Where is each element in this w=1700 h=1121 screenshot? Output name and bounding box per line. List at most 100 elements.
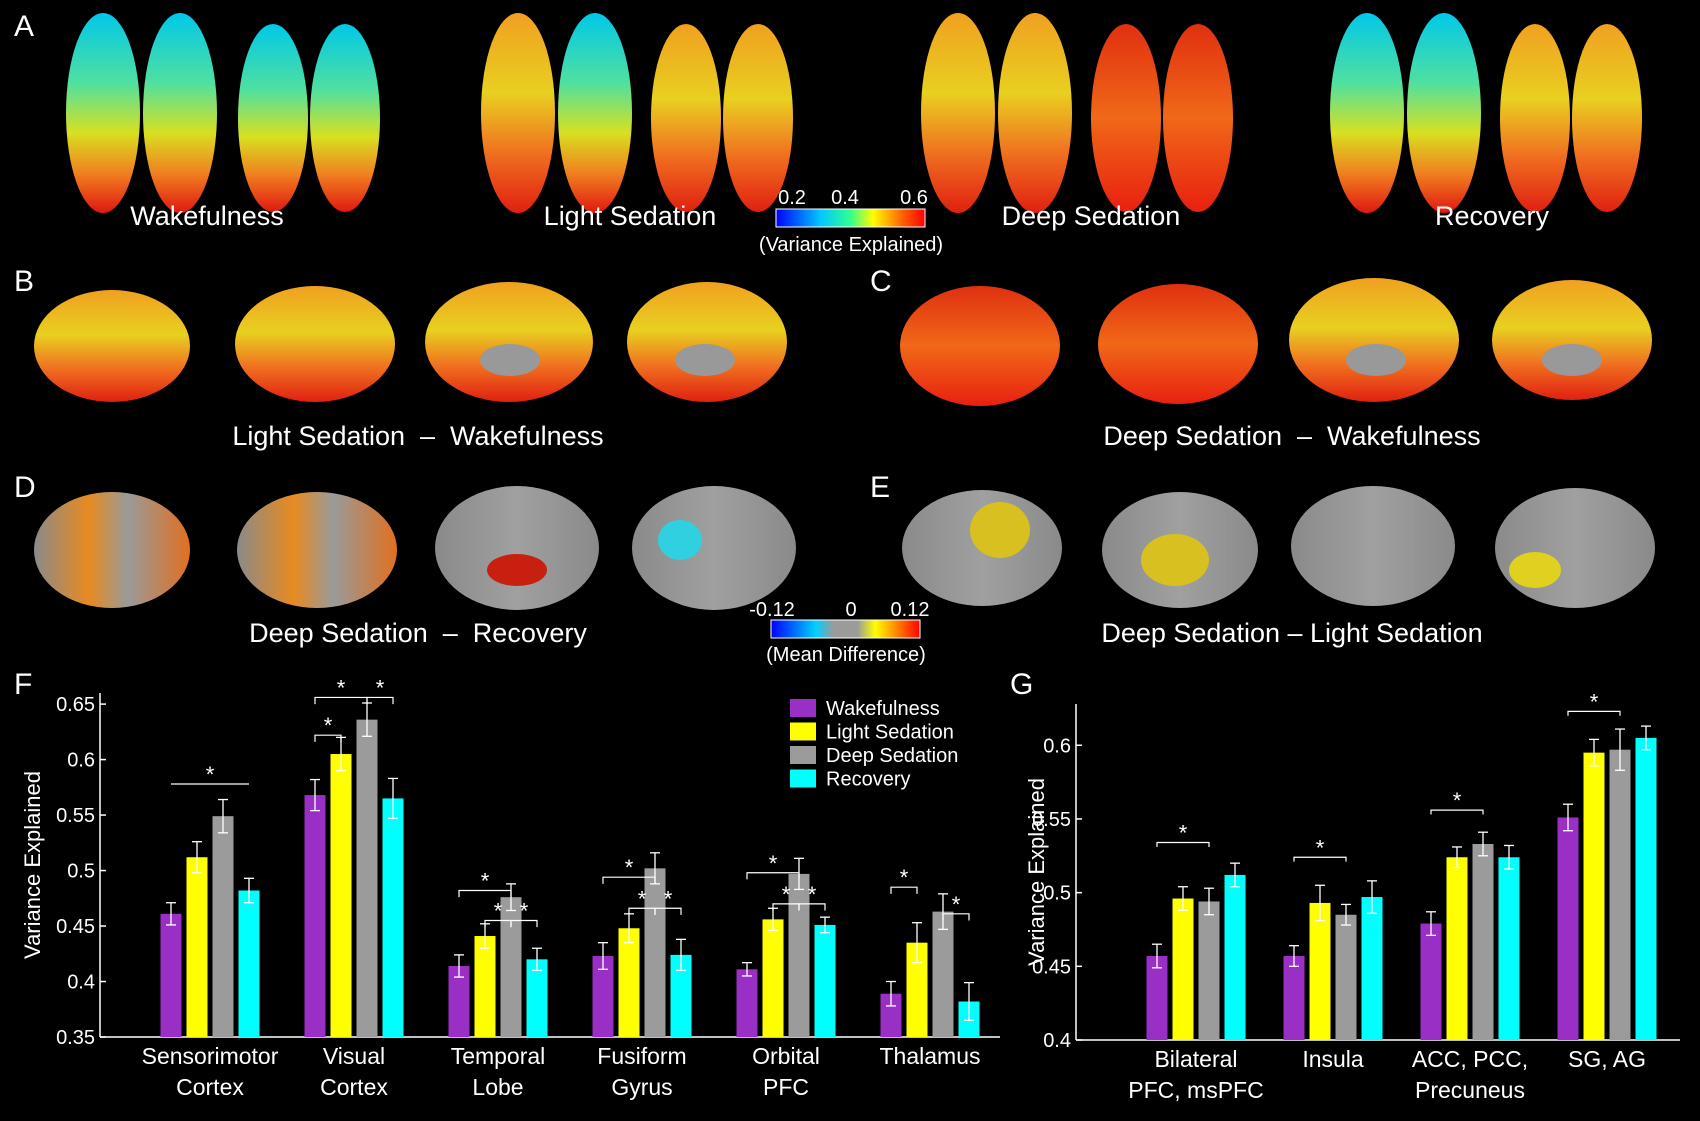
chart-f: 0.35 0.4 0.45 0.5 0.55 0.6 0.65 Variance Explai… [20,675,1000,1100]
bar [1420,923,1442,1040]
panel-letter-a: A [14,10,34,43]
bar [356,719,378,1037]
bar [160,913,182,1037]
colorbar-difference-tick: 0.12 [891,599,930,621]
legend-swatch [790,722,816,741]
significance-star: * [376,675,385,700]
colorbar-variance-gradient [775,208,926,228]
x-tick-label: Visual Cortex [320,1043,388,1100]
bar [526,959,548,1037]
label-a-recovery: Recovery [1435,201,1550,231]
bar [1472,844,1494,1040]
x-tick-label: Thalamus [880,1043,981,1069]
bar [880,993,902,1037]
significance-bracket [366,696,394,705]
significance-bracket [510,919,538,928]
brain-top-deep-sedation [921,13,1233,213]
significance-bracket [1156,841,1210,847]
bar [304,795,326,1037]
panel-letter-f: F [14,668,32,701]
bar [644,868,666,1037]
significance-bracket [602,876,656,884]
panel-c-brains [900,278,1652,406]
colorbar-variance-tick: 0.6 [900,187,928,209]
bar [1146,956,1168,1040]
y-axis-label: Variance Explained [20,771,45,959]
legend-label: Recovery [826,769,910,791]
x-tick-label: Bilateral PFC, msPFC [1128,1046,1263,1103]
bar [670,954,692,1037]
y-tick-label: 0.5 [1043,883,1071,905]
bar [500,897,522,1037]
bar [1557,817,1579,1040]
brain-top-light-sedation [481,13,793,213]
significance-star: * [1316,835,1325,860]
significance-star: * [337,675,346,700]
panel-letter-b: B [14,265,34,298]
legend-swatch [790,769,816,788]
brain-top-wakefulness [66,13,380,213]
panel-d-brains [34,486,796,610]
significance-star: * [625,855,634,880]
significance-star: * [1453,788,1462,813]
significance-bracket [890,886,918,894]
legend-label: Wakefulness [826,698,940,720]
panel-letter-c: C [870,265,892,298]
y-tick-label: 0.45 [56,916,95,938]
y-tick-label: 0.65 [56,694,95,716]
bar [1172,898,1194,1040]
y-tick-label: 0.55 [56,805,95,827]
significance-bracket [746,872,800,880]
bar [788,873,810,1037]
label-c: Deep Sedation – Wakefulness [1103,421,1480,451]
y-tick-label: 0.5 [67,861,95,883]
bar [592,955,614,1037]
significance-star: * [1179,821,1188,846]
y-tick-label: 0.35 [56,1027,95,1049]
x-tick-label: Insula [1302,1046,1364,1072]
bar [1309,902,1331,1040]
legend-label: Deep Sedation [826,745,958,767]
significance-star: * [638,886,647,911]
significance-star: * [664,886,673,911]
colorbar-difference-gradient [770,619,921,639]
significance-star: * [808,882,817,907]
colorbar-variance-label: (Variance Explained) [759,234,943,256]
significance-star: * [481,869,490,894]
bar [1446,857,1468,1040]
colorbar-variance-tick: 0.4 [831,187,859,209]
label-d: Deep Sedation – Recovery [249,618,587,648]
chart-g: 0.4 0.45 0.5 0.55 0.6 Variance Explained Bilat… [1024,689,1680,1103]
significance-star: * [769,851,778,876]
bar [1198,901,1220,1040]
label-a-deep-sedation: Deep Sedation [1002,201,1181,231]
significance-bracket [458,889,512,898]
colorbar-difference-tick: -0.12 [749,599,795,621]
x-tick-label: SG, AG [1568,1046,1646,1072]
colorbar-variance-tick: 0.2 [778,187,806,209]
bar [1283,956,1305,1040]
bar [736,969,758,1037]
bar [1361,897,1383,1040]
panel-b-brains [34,282,787,402]
significance-bracket [1430,809,1484,815]
bar [186,857,208,1037]
bar [814,924,836,1037]
bar [238,890,260,1037]
y-tick-label: 0.6 [67,750,95,772]
y-tick-label: 0.4 [1043,1030,1071,1052]
panel-a-brains [66,13,1642,213]
bar [1635,737,1657,1040]
significance-star: * [1590,689,1599,714]
bar [1335,914,1357,1040]
label-a-light-sedation: Light Sedation [544,201,717,231]
significance-bracket [1567,710,1621,716]
significance-star: * [324,713,333,738]
bar [762,919,784,1037]
bar [474,936,496,1037]
significance-bracket [314,734,342,742]
legend-swatch [790,746,816,764]
colorbar-variance: 0.2 0.4 0.6 (Variance Explained) [759,187,943,256]
legend-label: Light Sedation [826,722,954,744]
